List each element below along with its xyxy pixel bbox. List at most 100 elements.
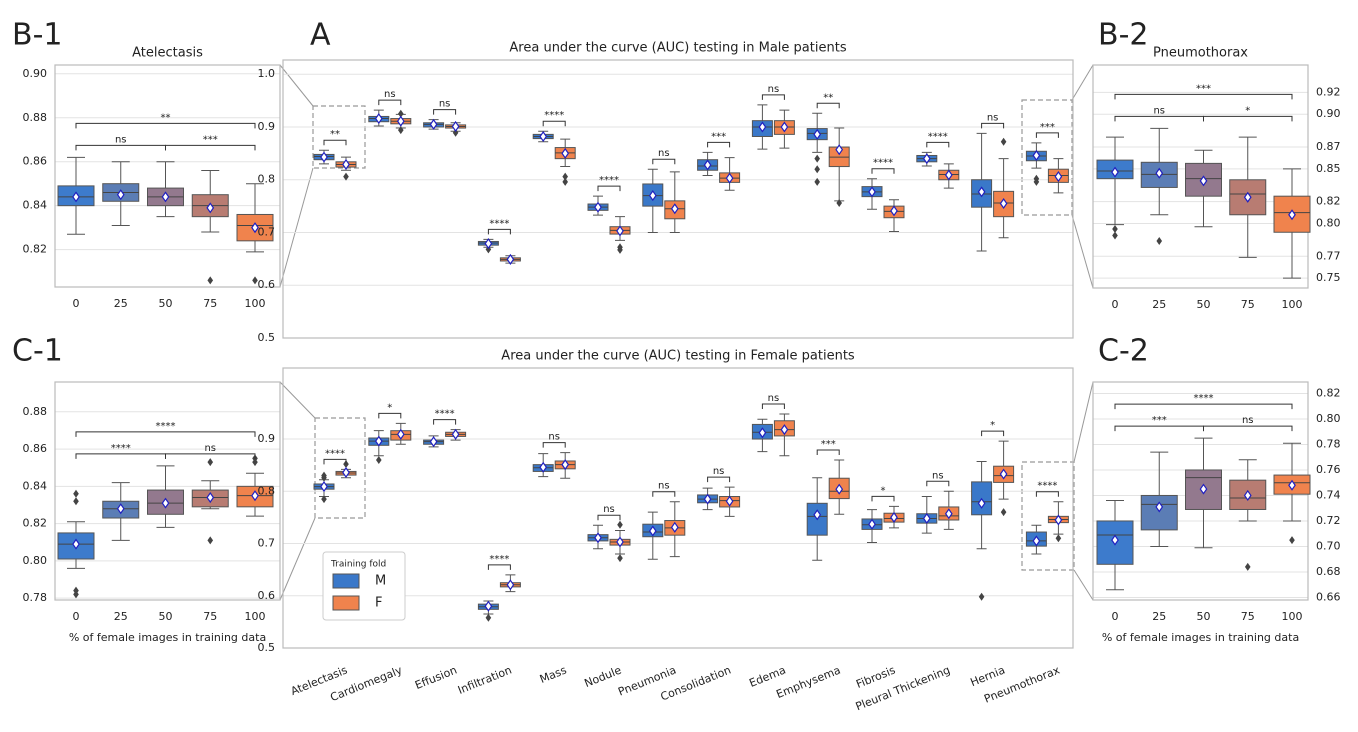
significance-label: ns xyxy=(384,89,396,100)
outlier xyxy=(452,128,459,137)
significance-label: *** xyxy=(1040,122,1055,133)
whisker-high xyxy=(1031,524,1042,533)
whisker-low xyxy=(395,440,406,445)
y-tick-label: 0.86 xyxy=(23,442,48,455)
whisker-low xyxy=(1150,187,1169,216)
y-tick-label: 0.82 xyxy=(1316,386,1341,399)
mean-marker xyxy=(506,579,515,591)
significance-bracket xyxy=(981,122,1005,129)
mean-marker xyxy=(758,121,767,133)
significance-bracket xyxy=(652,491,676,497)
whisker-high xyxy=(976,132,987,180)
whisker-high xyxy=(812,477,823,504)
whisker-low xyxy=(67,559,85,569)
panel-label: A xyxy=(310,18,331,53)
whisker-low xyxy=(998,482,1009,500)
whisker-low xyxy=(889,522,899,529)
y-tick-label: 0.76 xyxy=(1316,463,1341,476)
whisker-low xyxy=(921,523,932,534)
mean-marker xyxy=(506,253,515,265)
x-tick-label: Effusion xyxy=(413,664,459,693)
whisker-low xyxy=(111,518,130,541)
whisker-high xyxy=(201,480,220,491)
mean-marker xyxy=(977,186,986,198)
whisker-low xyxy=(1283,494,1301,522)
mean-marker xyxy=(429,436,438,448)
y-tick-label: 0.8 xyxy=(258,173,276,186)
outlier xyxy=(485,245,492,254)
significance-bracket xyxy=(1035,491,1059,497)
outlier xyxy=(1244,562,1251,571)
x-tick-label: 50 xyxy=(1197,298,1211,311)
mean-marker xyxy=(161,497,170,509)
axes-frame xyxy=(54,64,281,288)
y-tick-label: 0.90 xyxy=(1316,107,1341,120)
mean-marker xyxy=(1054,514,1063,526)
mean-marker xyxy=(670,521,679,533)
outlier xyxy=(814,177,820,186)
y-tick-label: 0.80 xyxy=(1316,217,1341,230)
significance-bracket xyxy=(707,141,731,148)
whisker-high xyxy=(615,216,625,227)
significance-label: **** xyxy=(325,448,345,459)
mean-marker xyxy=(1155,167,1164,179)
x-tick-label: 0 xyxy=(1112,298,1119,311)
whisker-low xyxy=(779,435,790,457)
whisker-high xyxy=(156,161,175,189)
mean-marker xyxy=(868,518,876,530)
significance-bracket xyxy=(1114,425,1204,432)
zoom-box xyxy=(314,417,366,519)
x-tick-label: 100 xyxy=(245,610,266,623)
outlier xyxy=(617,245,623,254)
x-axis-label: % of female images in training data xyxy=(69,631,266,644)
whisker-high xyxy=(156,465,175,491)
outlier xyxy=(207,276,214,285)
whisker-low xyxy=(560,468,571,479)
significance-bracket xyxy=(165,453,256,459)
x-tick-label: Pleural Thickening xyxy=(854,664,952,714)
chart-title: Pneumothorax xyxy=(1153,46,1248,61)
significance-bracket xyxy=(487,564,511,570)
whisker-low xyxy=(1031,160,1042,169)
mean-marker xyxy=(1199,483,1208,495)
whisker-high xyxy=(1238,136,1257,180)
outlier xyxy=(978,592,985,601)
whisker-high xyxy=(724,486,735,497)
significance-bracket xyxy=(1035,132,1059,138)
outlier xyxy=(252,458,258,467)
whisker-low xyxy=(156,514,175,528)
significance-bracket xyxy=(597,514,621,521)
significance-bracket xyxy=(75,431,256,437)
y-tick-label: 0.75 xyxy=(1316,271,1341,284)
x-tick-label: 25 xyxy=(1152,298,1166,311)
whisker-low xyxy=(1238,509,1257,522)
mean-marker xyxy=(890,511,898,523)
significance-bracket xyxy=(871,168,895,174)
x-tick-label: Infiltration xyxy=(456,664,514,697)
outlier xyxy=(1112,231,1118,240)
zoom-connector xyxy=(1071,64,1094,101)
whisker-high xyxy=(1283,442,1301,476)
significance-bracket xyxy=(1114,403,1293,410)
whisker-high xyxy=(246,472,264,487)
mean-marker xyxy=(813,509,822,521)
chart-title: Atelectasis xyxy=(132,46,203,61)
whisker-low xyxy=(834,498,845,515)
whisker-high xyxy=(834,459,845,479)
mean-marker xyxy=(1032,149,1041,162)
y-tick-label: 0.6 xyxy=(258,589,276,602)
mean-marker xyxy=(813,128,822,140)
mean-marker xyxy=(780,424,789,436)
panel-label: C-1 xyxy=(12,334,63,369)
mean-marker xyxy=(758,427,767,439)
mean-marker xyxy=(72,191,80,203)
x-tick-label: 100 xyxy=(1282,610,1303,623)
chart-title: Area under the curve (AUC) testing in Ma… xyxy=(509,41,846,56)
mean-marker xyxy=(116,503,125,515)
whisker-low xyxy=(889,217,899,232)
significance-bracket xyxy=(433,419,457,425)
box xyxy=(1140,494,1178,531)
outlier xyxy=(562,177,568,186)
y-tick-label: 0.87 xyxy=(1316,140,1341,153)
